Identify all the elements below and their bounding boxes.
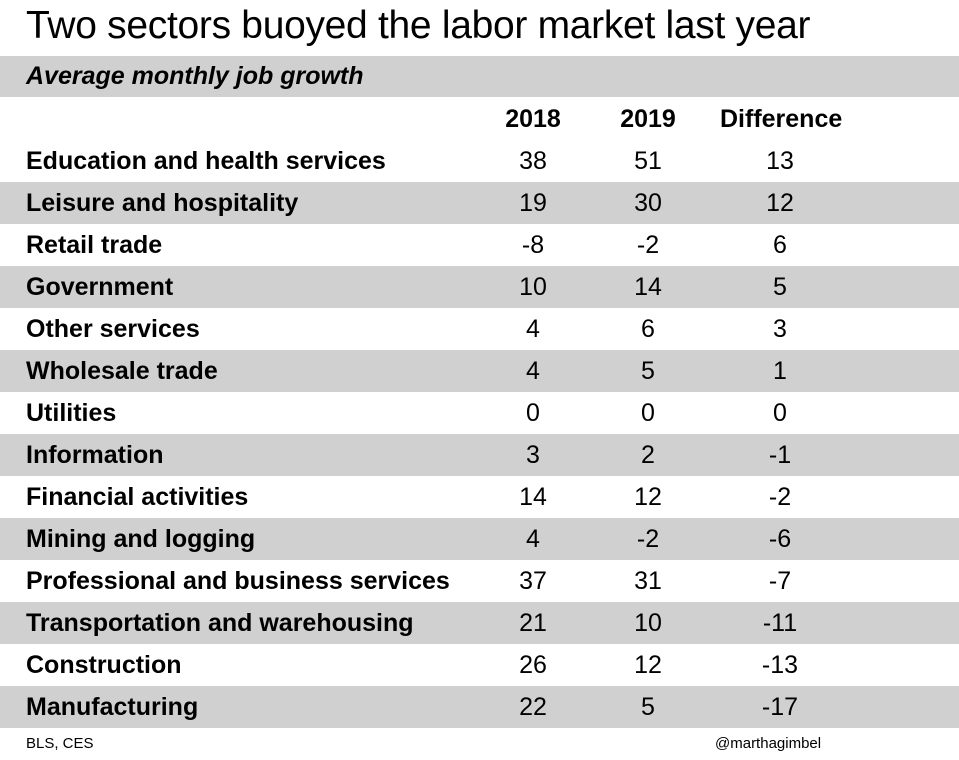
value-difference: 5 (773, 273, 787, 301)
header-2018: 2018 (505, 105, 561, 133)
value-difference: -17 (761, 693, 799, 721)
table-row: Information 3 2 -1 (0, 434, 959, 476)
value-2018: 14 (519, 483, 547, 511)
value-difference: -2 (768, 483, 792, 511)
row-label: Manufacturing (26, 693, 199, 721)
row-label: Professional and business services (26, 567, 450, 595)
value-2018: 4 (526, 525, 540, 553)
value-difference: 13 (766, 147, 794, 175)
page-title: Two sectors buoyed the labor market last… (26, 4, 811, 47)
value-2018: 10 (519, 273, 547, 301)
value-difference: -13 (761, 651, 799, 679)
value-2019: 14 (634, 273, 662, 301)
table-row: Manufacturing 22 5 -17 (0, 686, 959, 728)
value-2019: 0 (641, 399, 655, 427)
header-2019: 2019 (620, 105, 676, 133)
value-2019: 5 (641, 693, 655, 721)
value-2019: -2 (636, 525, 660, 553)
table-row: Financial activities 14 12 -2 (0, 476, 959, 518)
row-label: Education and health services (26, 147, 386, 175)
row-label: Mining and logging (26, 525, 256, 553)
value-difference: 12 (766, 189, 794, 217)
row-label: Retail trade (26, 231, 163, 259)
value-2018: 3 (526, 441, 540, 469)
value-2019: 2 (641, 441, 655, 469)
header-row: 2018 2019 Difference (0, 98, 959, 140)
value-difference: -11 (762, 609, 798, 637)
value-2019: 5 (641, 357, 655, 385)
value-2018: 21 (519, 609, 547, 637)
table-row: Leisure and hospitality 19 30 12 (0, 182, 959, 224)
value-difference: -1 (768, 441, 792, 469)
value-difference: 6 (773, 231, 787, 259)
value-difference: 3 (773, 315, 787, 343)
row-label: Utilities (26, 399, 117, 427)
value-2019: 6 (641, 315, 655, 343)
value-2019: -2 (636, 231, 660, 259)
table-row: Education and health services 38 51 13 (0, 140, 959, 182)
credit: @marthagimbel (715, 735, 822, 752)
header-difference: Difference (720, 105, 843, 133)
value-difference: -7 (768, 567, 792, 595)
value-2018: 38 (519, 147, 547, 175)
row-label: Leisure and hospitality (26, 189, 299, 217)
value-2019: 31 (634, 567, 662, 595)
value-2019: 30 (634, 189, 662, 217)
table-row: Retail trade -8 -2 6 (0, 224, 959, 266)
value-2018: 0 (526, 399, 540, 427)
table-row: Transportation and warehousing 21 10 -11 (0, 602, 959, 644)
value-2018: 37 (519, 567, 547, 595)
value-2019: 12 (634, 651, 662, 679)
value-2018: 22 (519, 693, 547, 721)
row-label: Transportation and warehousing (26, 609, 414, 637)
value-difference: 1 (773, 357, 787, 385)
value-2018: 4 (526, 315, 540, 343)
row-label: Financial activities (26, 483, 249, 511)
row-label: Information (26, 441, 164, 469)
value-difference: -6 (768, 525, 792, 553)
table-row: Government 10 14 5 (0, 266, 959, 308)
value-2019: 10 (634, 609, 662, 637)
table-row: Utilities 0 0 0 (0, 392, 959, 434)
value-2018: 4 (526, 357, 540, 385)
value-2019: 51 (634, 147, 662, 175)
value-2018: 19 (519, 189, 547, 217)
table-row: Construction 26 12 -13 (0, 644, 959, 686)
table-row: Wholesale trade 4 5 1 (0, 350, 959, 392)
table-row: Mining and logging 4 -2 -6 (0, 518, 959, 560)
row-label: Wholesale trade (26, 357, 218, 385)
table-row: Other services 4 6 3 (0, 308, 959, 350)
row-label: Other services (26, 315, 200, 343)
value-difference: 0 (773, 399, 787, 427)
table-row: Professional and business services 37 31 -7 (0, 560, 959, 602)
value-2018: 26 (519, 651, 547, 679)
row-label: Government (26, 273, 174, 301)
subtitle: Average monthly job growth (26, 62, 364, 90)
value-2019: 12 (634, 483, 662, 511)
subtitle-band: Average monthly job growth (0, 56, 959, 97)
row-label: Construction (26, 651, 182, 679)
value-2018: -8 (521, 231, 545, 259)
source: BLS, CES (26, 735, 94, 752)
